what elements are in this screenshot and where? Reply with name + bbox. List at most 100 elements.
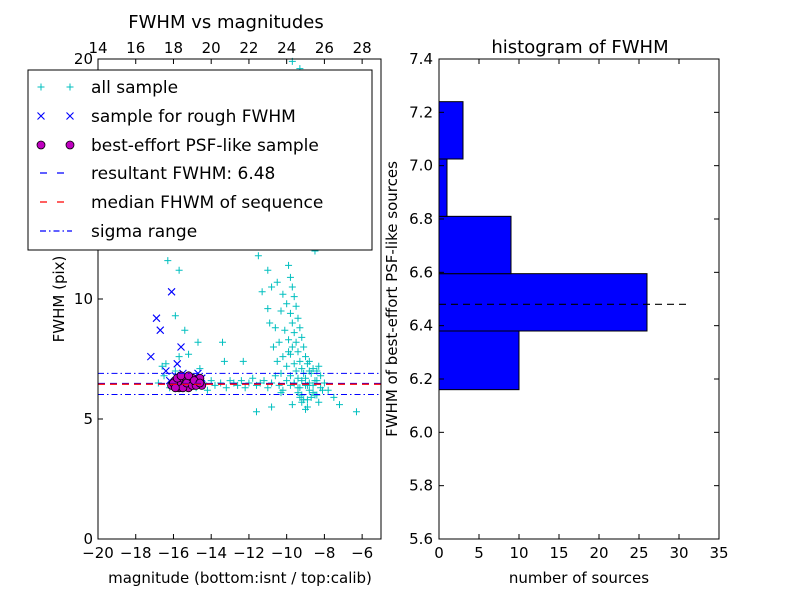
histogram-bar <box>438 273 648 332</box>
scatter-x-tick-label: −10 <box>271 544 303 562</box>
scatter-point-all-sample <box>249 374 257 382</box>
legend-label-median-fwhm: median FHWM of sequence <box>91 193 323 213</box>
scatter-point-all-sample <box>303 403 311 411</box>
scatter-point-all-sample <box>288 401 296 409</box>
scatter-point-all-sample <box>281 326 289 334</box>
scatter-point-all-sample <box>194 338 202 346</box>
histogram-y-tick-label: 6.2 <box>409 370 433 388</box>
legend-key-all-sample <box>66 83 74 91</box>
scatter-point-all-sample <box>292 338 300 346</box>
scatter-top-tick-label: 28 <box>353 39 372 57</box>
histogram-y-tick-label: 5.8 <box>409 477 433 495</box>
scatter-point-all-sample <box>220 357 228 365</box>
scatter-top-tick-label: 22 <box>239 39 258 57</box>
legend-key-rough-sample <box>37 112 45 120</box>
scatter-point-rough-sample <box>152 314 161 323</box>
scatter-point-all-sample <box>222 384 230 392</box>
scatter-point-all-sample <box>285 261 293 269</box>
scatter-point-all-sample <box>268 403 276 411</box>
histogram-y-tick-label: 6.4 <box>409 317 433 335</box>
scatter-point-all-sample <box>319 386 327 394</box>
scatter-point-all-sample <box>158 362 166 370</box>
scatter-point-all-sample <box>307 393 315 401</box>
scatter-point-all-sample <box>294 348 302 356</box>
scatter-point-all-sample <box>296 324 304 332</box>
scatter-title: FWHM vs magnitudes <box>128 12 323 33</box>
scatter-point-all-sample <box>258 288 266 296</box>
scatter-point-rough-sample <box>156 326 165 335</box>
histogram-bars <box>438 101 648 391</box>
histogram-bar <box>438 158 448 217</box>
scatter-point-all-sample <box>260 377 268 385</box>
scatter-point-all-sample <box>279 290 287 298</box>
scatter-x-tick-label: −20 <box>82 544 114 562</box>
histogram-y-label: FWHM of best-effort PSF-like sources <box>383 161 401 437</box>
scatter-point-all-sample <box>175 353 183 361</box>
legend-label-sigma-range: sigma range <box>91 222 197 242</box>
scatter-point-all-sample <box>275 338 283 346</box>
histogram-y-tick-label: 6.0 <box>409 423 433 441</box>
scatter-point-all-sample <box>254 252 262 260</box>
scatter-point-all-sample <box>290 293 298 301</box>
scatter-point-all-sample <box>268 283 276 291</box>
scatter-point-all-sample <box>171 312 179 320</box>
scatter-y-tick-label: 20 <box>74 50 93 68</box>
scatter-point-all-sample <box>219 338 227 346</box>
scatter-top-tick-label: 14 <box>88 39 107 57</box>
histogram-bar <box>438 101 464 160</box>
histogram-panel: 0 5 10 15 20 25 30 35 5.6 5.8 6.0 6.2 6.4 6.6 6.8 7.0 7… <box>383 37 729 587</box>
scatter-point-all-sample <box>305 357 313 365</box>
scatter-x-label: magnitude (bottom:isnt / top:calib) <box>108 569 372 587</box>
scatter-point-all-sample <box>241 384 249 392</box>
histogram-x-tick-label: 5 <box>474 544 484 562</box>
scatter-point-all-sample <box>309 389 317 397</box>
legend-label-all-sample: all sample <box>91 78 178 98</box>
scatter-y-tick-label: 0 <box>83 530 93 548</box>
reference-lines <box>98 372 381 396</box>
scatter-point-all-sample <box>273 357 281 365</box>
scatter-point-all-sample <box>164 257 172 265</box>
scatter-y-label: FWHM (pix) <box>50 256 68 343</box>
scatter-y-tick-label: 5 <box>83 410 93 428</box>
scatter-point-all-sample <box>290 329 298 337</box>
scatter-point-all-sample <box>352 408 360 416</box>
scatter-top-ticks: 14 16 18 20 22 24 26 28 <box>88 39 372 64</box>
histogram-x-tick-label: 35 <box>709 544 728 562</box>
histogram-x-tick-label: 25 <box>629 544 648 562</box>
histogram-x-tick-label: 10 <box>509 544 528 562</box>
scatter-point-all-sample <box>298 377 306 385</box>
scatter-point-all-sample <box>296 357 304 365</box>
scatter-point-all-sample <box>300 343 308 351</box>
scatter-point-all-sample <box>203 386 211 394</box>
scatter-x-ticks: −20 −18 −16 −14 −12 −10 −8 −6 <box>82 534 373 562</box>
histogram-x-tick-label: 15 <box>549 544 568 562</box>
histogram-bar <box>438 330 520 391</box>
scatter-point-all-sample <box>162 360 170 368</box>
scatter-point-all-sample <box>294 389 302 397</box>
scatter-point-all-sample <box>302 353 310 361</box>
histogram-x-tick-label: 30 <box>669 544 688 562</box>
scatter-top-tick-label: 18 <box>164 39 183 57</box>
histogram-y-tick-label: 6.8 <box>409 210 433 228</box>
scatter-x-tick-label: −6 <box>351 544 373 562</box>
scatter-point-all-sample <box>315 362 323 370</box>
scatter-point-all-sample <box>252 408 260 416</box>
scatter-point-all-sample <box>273 278 281 286</box>
legend-label-psf-sample: best-effort PSF-like sample <box>91 136 319 156</box>
histogram-y-tick-label: 7.2 <box>409 103 433 121</box>
legend: all sample sample for rough FWHM best-ef… <box>27 69 373 251</box>
scatter-point-all-sample <box>315 398 323 406</box>
histogram-axes-frame <box>438 58 720 540</box>
scatter-point-all-sample <box>285 348 293 356</box>
scatter-point-all-sample <box>175 266 183 274</box>
scatter-point-all-sample <box>185 350 193 358</box>
scatter-point-all-sample <box>317 372 325 380</box>
scatter-point-all-sample <box>269 343 277 351</box>
scatter-point-psf-sample <box>170 383 180 393</box>
scatter-x-tick-label: −14 <box>195 544 227 562</box>
scatter-point-all-sample <box>286 309 294 317</box>
scatter-point-all-sample <box>294 314 302 322</box>
scatter-x-tick-label: −8 <box>313 544 335 562</box>
scatter-y-tick-label: 10 <box>74 290 93 308</box>
histogram-x-label: number of sources <box>509 569 649 587</box>
